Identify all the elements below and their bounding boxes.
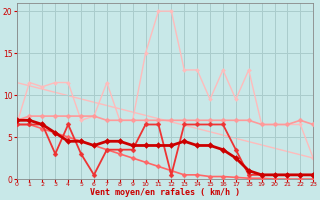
X-axis label: Vent moyen/en rafales ( km/h ): Vent moyen/en rafales ( km/h ) — [90, 188, 240, 197]
